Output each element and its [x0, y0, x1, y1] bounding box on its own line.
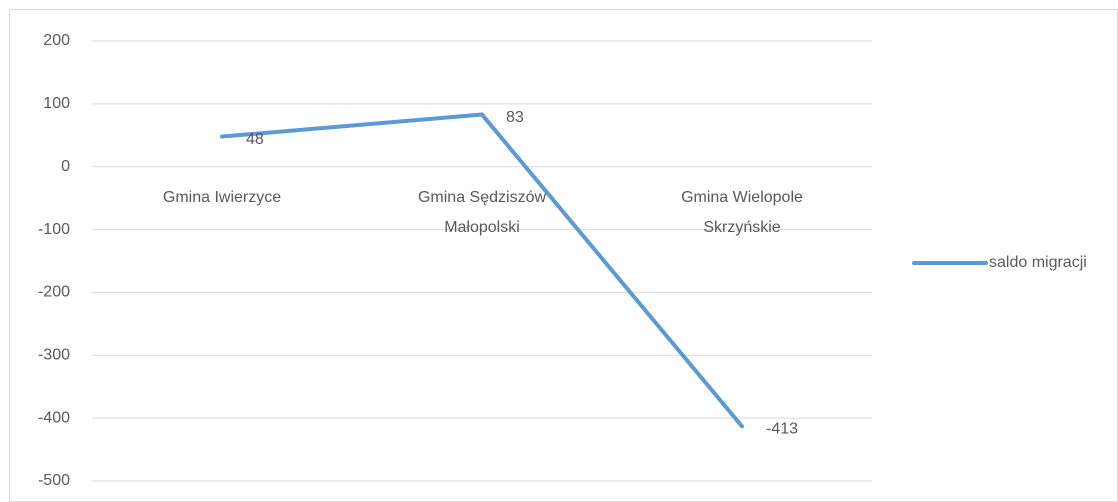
y-tick-label: -200: [38, 284, 70, 301]
chart-border: [9, 9, 1118, 502]
y-tick-label: 100: [43, 95, 70, 112]
data-label: 83: [506, 109, 524, 126]
x-tick-label: Gmina Wielopole Skrzyńskie: [681, 188, 803, 236]
data-line: [220, 112, 744, 429]
x-tick-label: Gmina Sędziszów Małopolski: [417, 188, 547, 236]
y-tick-label: -300: [38, 347, 70, 364]
legend-label: saldo migracji: [989, 254, 1087, 271]
data-label: -413: [766, 421, 798, 438]
y-tick-label: 200: [43, 32, 70, 49]
y-tick-label: -400: [38, 409, 70, 426]
y-tick-label: -100: [38, 221, 70, 238]
y-tick-label: -500: [38, 472, 70, 489]
x-tick-label: Gmina Iwierzyce: [162, 188, 282, 206]
y-tick-label: 0: [61, 158, 70, 175]
data-label: 48: [246, 131, 264, 148]
